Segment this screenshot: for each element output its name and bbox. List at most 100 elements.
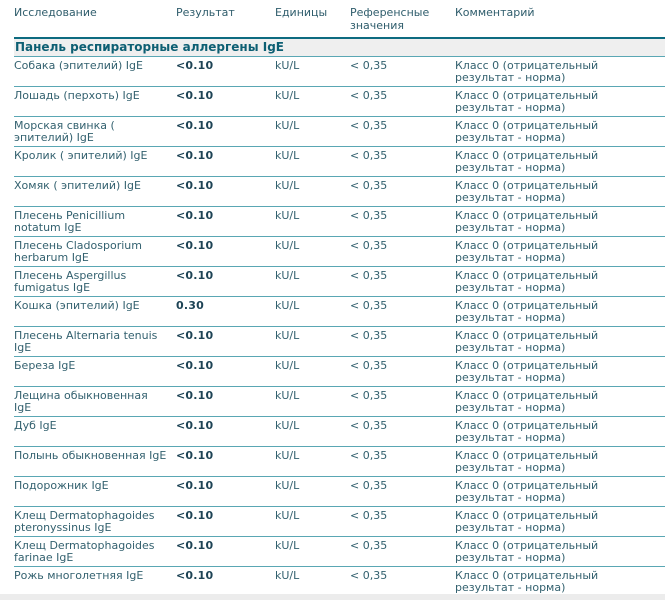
test-comment: Класс 0 (отрицательный результат - норма… [455,176,665,207]
test-units: kU/L [275,416,350,447]
test-name: Дуб IgE [14,416,176,447]
test-comment: Класс 0 (отрицательный результат - норма… [455,296,665,327]
test-result-value: <0.10 [176,506,275,537]
test-reference-value: < 0,35 [350,566,455,597]
test-name: Плесень Aspergillus fumigatus IgE [14,266,176,297]
test-comment: Класс 0 (отрицательный результат - норма… [455,116,665,147]
column-header-comment: Комментарий [455,6,535,19]
table-row: Дуб IgE <0.10 kU/L < 0,35 Класс 0 (отриц… [14,416,665,447]
table-row: Плесень Penicillium notatum IgE <0.10 kU… [14,206,665,237]
test-comment: Класс 0 (отрицательный результат - норма… [455,506,665,537]
test-result-value: <0.10 [176,206,275,237]
test-units: kU/L [275,86,350,117]
test-reference-value: < 0,35 [350,386,455,417]
test-units: kU/L [275,176,350,207]
table-row: Клещ Dermatophagoides pteronyssinus IgE … [14,506,665,537]
test-units: kU/L [275,386,350,417]
table-row: Плесень Cladosporium herbarum IgE <0.10 … [14,236,665,267]
test-reference-value: < 0,35 [350,326,455,357]
test-name: Морская свинка ( эпителий) IgE [14,116,176,147]
test-name: Береза IgE [14,356,176,387]
test-reference-value: < 0,35 [350,266,455,297]
test-result-value: <0.10 [176,356,275,387]
test-units: kU/L [275,236,350,267]
test-result-value: <0.10 [176,476,275,507]
test-name: Собака (эпителий) IgE [14,56,176,87]
test-units: kU/L [275,536,350,567]
table-row: Лещина обыкновенная IgE <0.10 kU/L < 0,3… [14,386,665,417]
test-result-value: <0.10 [176,536,275,567]
test-name: Кошка (эпителий) IgE [14,296,176,327]
table-row: Морская свинка ( эпителий) IgE <0.10 kU/… [14,116,665,147]
test-result-value: <0.10 [176,146,275,177]
test-result-value: <0.10 [176,386,275,417]
table-row: Клещ Dermatophagoides farinae IgE <0.10 … [14,536,665,567]
test-units: kU/L [275,326,350,357]
page-bottom-edge [0,594,665,600]
panel-section-row: Панель респираторные аллергены IgE [14,37,665,57]
test-name: Кролик ( эпителий) IgE [14,146,176,177]
test-reference-value: < 0,35 [350,146,455,177]
test-comment: Класс 0 (отрицательный результат - норма… [455,206,665,237]
results-table: Исследование Результат Единицы Референсн… [14,4,665,600]
test-units: kU/L [275,476,350,507]
table-row: Собака (эпителий) IgE <0.10 kU/L < 0,35 … [14,56,665,87]
test-reference-value: < 0,35 [350,56,455,87]
test-result-value: <0.10 [176,116,275,147]
test-units: kU/L [275,506,350,537]
test-result-value: <0.10 [176,86,275,117]
test-reference-value: < 0,35 [350,536,455,567]
test-comment: Класс 0 (отрицательный результат - норма… [455,146,665,177]
test-result-value: <0.10 [176,56,275,87]
table-row: Хомяк ( эпителий) IgE <0.10 kU/L < 0,35 … [14,176,665,207]
test-name: Полынь обыкновенная IgE [14,446,176,477]
test-result-value: <0.10 [176,236,275,267]
test-name: Лещина обыкновенная IgE [14,386,176,417]
test-name: Подорожник IgE [14,476,176,507]
test-units: kU/L [275,446,350,477]
test-reference-value: < 0,35 [350,236,455,267]
test-reference-value: < 0,35 [350,206,455,237]
table-row: Кролик ( эпителий) IgE <0.10 kU/L < 0,35… [14,146,665,177]
test-reference-value: < 0,35 [350,416,455,447]
test-reference-value: < 0,35 [350,86,455,117]
test-comment: Класс 0 (отрицательный результат - норма… [455,536,665,567]
test-reference-value: < 0,35 [350,446,455,477]
test-comment: Класс 0 (отрицательный результат - норма… [455,476,665,507]
test-name: Клещ Dermatophagoides farinae IgE [14,536,176,567]
test-name: Плесень Penicillium notatum IgE [14,206,176,237]
test-comment: Класс 0 (отрицательный результат - норма… [455,86,665,117]
test-result-value: <0.10 [176,416,275,447]
test-units: kU/L [275,356,350,387]
test-name: Плесень Cladosporium herbarum IgE [14,236,176,267]
test-units: kU/L [275,56,350,87]
test-reference-value: < 0,35 [350,176,455,207]
test-result-value: 0.30 [176,296,275,327]
test-name: Рожь многолетняя IgE [14,566,176,597]
test-reference-value: < 0,35 [350,356,455,387]
test-name: Хомяк ( эпителий) IgE [14,176,176,207]
test-comment: Класс 0 (отрицательный результат - норма… [455,416,665,447]
panel-section-title: Панель респираторные аллергены IgE [14,37,665,57]
test-units: kU/L [275,206,350,237]
test-reference-value: < 0,35 [350,116,455,147]
table-row: Береза IgE <0.10 kU/L < 0,35 Класс 0 (от… [14,356,665,387]
table-row: Лошадь (перхоть) IgE <0.10 kU/L < 0,35 К… [14,86,665,117]
test-units: kU/L [275,146,350,177]
test-comment: Класс 0 (отрицательный результат - норма… [455,386,665,417]
test-comment: Класс 0 (отрицательный результат - норма… [455,236,665,267]
table-row: Подорожник IgE <0.10 kU/L < 0,35 Класс 0… [14,476,665,507]
test-comment: Класс 0 (отрицательный результат - норма… [455,356,665,387]
column-header-units: Единицы [275,6,328,19]
column-header-test: Исследование [14,6,97,19]
test-result-value: <0.10 [176,176,275,207]
table-row: Плесень Alternaria tenuis IgE <0.10 kU/L… [14,326,665,357]
test-units: kU/L [275,116,350,147]
table-row: Полынь обыкновенная IgE <0.10 kU/L < 0,3… [14,446,665,477]
results-table-body: Панель респираторные аллергены IgE Собак… [14,37,665,600]
test-name: Плесень Alternaria tenuis IgE [14,326,176,357]
table-row: Кошка (эпителий) IgE 0.30 kU/L < 0,35 Кл… [14,296,665,327]
table-row: Рожь многолетняя IgE <0.10 kU/L < 0,35 К… [14,566,665,597]
